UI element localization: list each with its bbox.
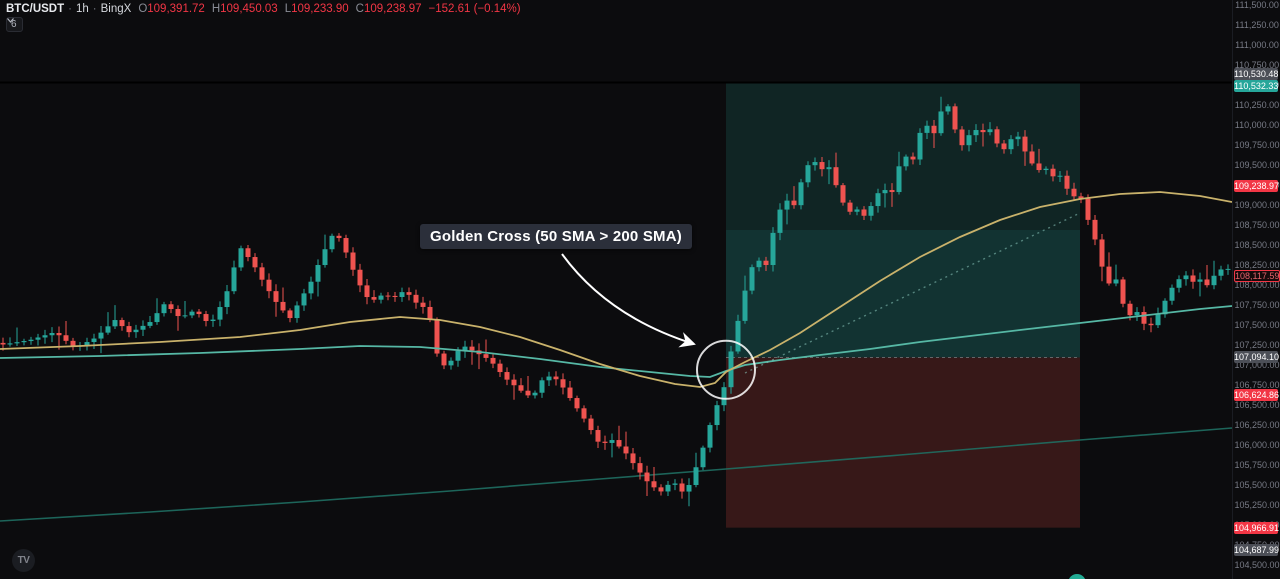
sma-200-line[interactable]: [0, 305, 1232, 378]
long-position-profit-zone-inner[interactable]: [726, 230, 1080, 358]
price-tick: 105,250.00: [1234, 500, 1280, 510]
price-tick: 110,750.00: [1234, 60, 1280, 70]
price-tick: 104,500.00: [1234, 560, 1280, 570]
low-key: L: [284, 3, 292, 15]
price-tick: 106,250.00: [1234, 420, 1280, 430]
entry-price-label[interactable]: 107,094.10: [1234, 351, 1280, 364]
object-tree-toggle[interactable]: 6: [6, 17, 23, 32]
price-tick: 106,750.00: [1234, 380, 1280, 390]
target-price-label[interactable]: 110,532.33: [1234, 80, 1279, 93]
chevron-down-icon: [7, 18, 14, 23]
symbol-legend[interactable]: BTC/USDT · 1h · BingX O109,391.72 H109,450.03 L…: [6, 3, 521, 15]
change-value: −152.61 (−0.14%): [428, 3, 521, 15]
long-position-stop-zone[interactable]: [726, 357, 1080, 528]
chart-canvas[interactable]: [0, 0, 1232, 579]
price-tick: 111,000.00: [1235, 40, 1279, 50]
high-key: H: [211, 3, 221, 15]
legend-separator: ·: [68, 3, 72, 15]
price-tick: 107,000.00: [1234, 360, 1280, 370]
price-tick: 108,000.00: [1234, 280, 1280, 290]
golden-cross-annotation[interactable]: Golden Cross (50 SMA > 200 SMA): [420, 224, 692, 249]
price-tick: 108,500.00: [1234, 240, 1280, 250]
price-axis[interactable]: 111,500.00 111,250.00 111,000.00 110,750.00…: [1232, 0, 1280, 579]
quick-action-button[interactable]: [1068, 574, 1086, 579]
price-tick: 107,750.00: [1234, 300, 1280, 310]
open-value: 109,391.72: [147, 3, 205, 15]
high-value: 109,450.03: [220, 3, 278, 15]
alert-price-label[interactable]: 108,117.59: [1234, 269, 1280, 282]
candlestick-plot: [0, 81, 1232, 528]
dotted-trend-line[interactable]: [744, 212, 1081, 374]
price-tick: 108,750.00: [1234, 220, 1280, 230]
price-tick: 109,500.00: [1234, 160, 1280, 170]
tradingview-logo[interactable]: TV: [12, 549, 35, 572]
annotation-arrow: [561, 253, 696, 348]
tradingview-logo-glyph: TV: [17, 555, 30, 566]
golden-cross-circle[interactable]: [696, 339, 756, 400]
object-count: 6: [11, 19, 17, 30]
price-tick: 105,750.00: [1234, 460, 1280, 470]
close-value: 109,238.97: [363, 3, 422, 15]
price-tick: 107,500.00: [1234, 320, 1280, 330]
candlestick-series: [0, 96, 1231, 507]
last-price-label[interactable]: 109,238.97: [1234, 179, 1280, 192]
price-tick: 105,500.00: [1234, 480, 1280, 490]
low-value: 109,233.90: [291, 3, 349, 15]
price-tick: 109,000.00: [1234, 200, 1280, 210]
price-tick: 107,250.00: [1234, 340, 1280, 350]
price-tick: 111,500.00: [1235, 0, 1279, 10]
timeframe[interactable]: 1h: [75, 3, 89, 15]
red-price-label[interactable]: 106,624.86: [1234, 389, 1280, 401]
price-tick: 110,250.00: [1234, 100, 1280, 110]
symbol-name[interactable]: BTC/USDT: [6, 3, 65, 15]
price-tick: 108,250.00: [1234, 260, 1280, 270]
price-tick: 110,000.00: [1234, 120, 1280, 130]
price-tick: 106,000.00: [1234, 440, 1280, 450]
exchange-name: BingX: [100, 3, 132, 15]
gray-price-label[interactable]: 104,687.99: [1234, 543, 1280, 556]
stop-price-label[interactable]: 104,966.91: [1234, 521, 1280, 534]
legend-separator: ·: [92, 3, 97, 15]
slow-ma-line[interactable]: [0, 427, 1232, 522]
price-tick: 109,750.00: [1234, 140, 1280, 150]
close-key: C: [355, 3, 364, 15]
open-key: O: [138, 3, 148, 15]
hline-price-label[interactable]: 110,530.48: [1234, 67, 1279, 80]
sma-50-line[interactable]: [0, 191, 1232, 388]
price-tick: 106,500.00: [1234, 400, 1280, 410]
price-tick: 111,250.00: [1235, 20, 1279, 30]
long-position-profit-zone[interactable]: [726, 82, 1080, 230]
